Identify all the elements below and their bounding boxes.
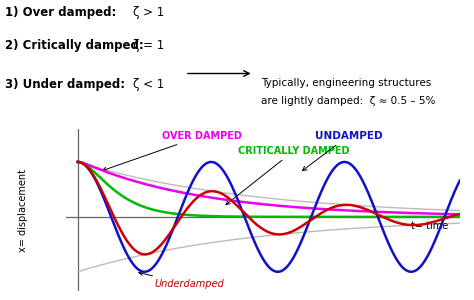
Text: ζ = 1: ζ = 1 (133, 39, 164, 52)
Text: Underdamped: Underdamped (139, 272, 224, 289)
Text: t= time: t= time (411, 221, 448, 231)
Text: CRITICALLY DAMPED: CRITICALLY DAMPED (226, 146, 350, 205)
Text: 3) Under damped:: 3) Under damped: (5, 78, 125, 91)
Text: ζ < 1: ζ < 1 (133, 78, 164, 91)
Text: 1) Over damped:: 1) Over damped: (5, 6, 116, 19)
Text: ζ > 1: ζ > 1 (133, 6, 164, 19)
Text: Typically, engineering structures: Typically, engineering structures (261, 78, 431, 88)
Text: OVER DAMPED: OVER DAMPED (102, 131, 242, 171)
Text: UNDAMPED: UNDAMPED (302, 131, 382, 171)
Text: x= displacement: x= displacement (18, 169, 28, 251)
Text: 2) Critically damped:: 2) Critically damped: (5, 39, 144, 52)
Text: are lightly damped:  ζ ≈ 0.5 – 5%: are lightly damped: ζ ≈ 0.5 – 5% (261, 96, 435, 106)
